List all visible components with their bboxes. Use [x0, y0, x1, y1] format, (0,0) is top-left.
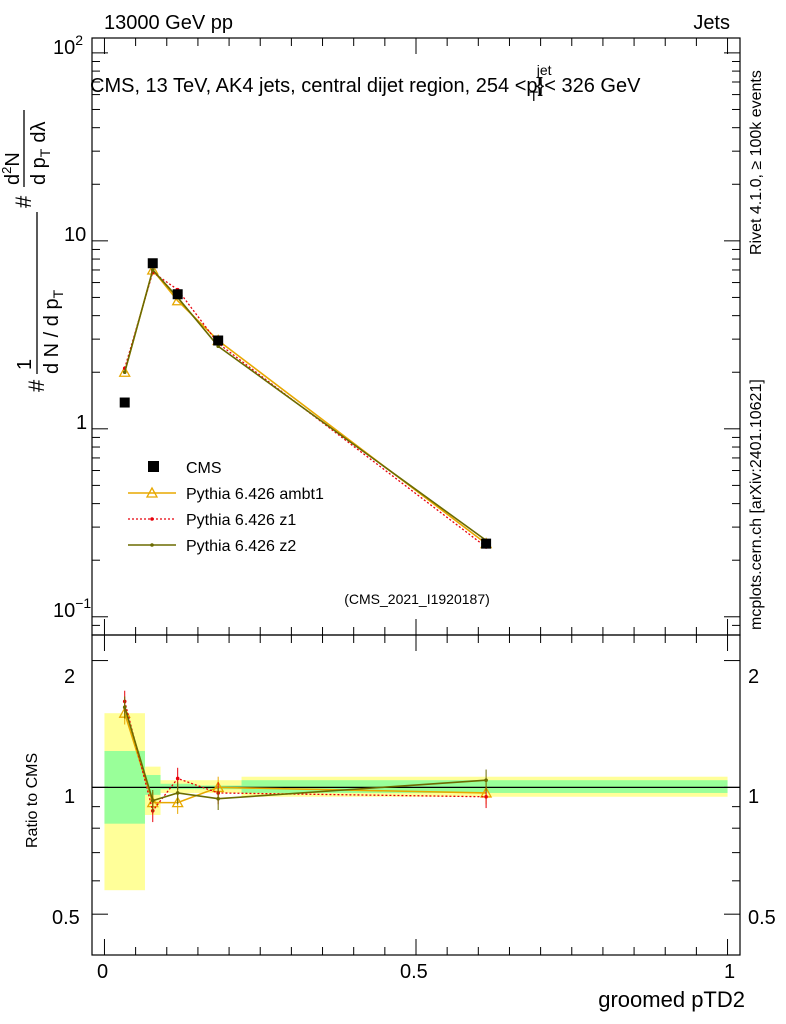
ratio-y-tick-1: 1	[64, 786, 75, 808]
y-tick-label-3: 102	[53, 32, 83, 59]
x-tick-label-1: 0.5	[400, 961, 428, 983]
ratio-point-1	[484, 794, 488, 799]
legend-label-z2: Pythia 6.426 z2	[186, 538, 296, 555]
svg-text:d pTdλ: d pTdλ	[28, 122, 53, 186]
legend-label-ambt1: Pythia 6.426 ambt1	[186, 486, 324, 503]
ratio-axis-ticks	[92, 635, 740, 955]
main-y-axis-title: # 1 d N / d pT # d2N d pTdλ	[0, 110, 66, 392]
y-tick-label-1: 1	[76, 412, 87, 434]
cms-point	[213, 335, 224, 346]
svg-text:#: #	[11, 195, 36, 208]
svg-text:d N / d pT: d N / d pT	[41, 289, 66, 374]
ratio-bands	[92, 713, 740, 891]
cms-point	[119, 397, 130, 408]
ratio-point-1	[175, 776, 180, 781]
ratio-data	[118, 690, 493, 823]
title-brace: {	[536, 75, 543, 97]
cms-point	[147, 258, 158, 269]
ratio-y-tick-0-right: 0.5	[748, 907, 776, 929]
series-point-1	[118, 365, 131, 377]
main-axis-ticks	[92, 38, 740, 636]
legend: CMS Pythia 6.426 ambt1 Pythia 6.426 z1 P…	[128, 460, 324, 555]
title-sub: T	[530, 88, 539, 104]
ratio-point-2	[150, 798, 155, 803]
legend-marker-ambt1	[145, 486, 159, 498]
series-point-3	[122, 370, 127, 375]
svg-text:#: #	[24, 379, 49, 392]
header-right: Jets	[693, 12, 730, 34]
legend-label-cms: CMS	[186, 460, 222, 477]
ratio-y-tick-1-right: 1	[748, 786, 759, 808]
ratio-point-2	[175, 791, 180, 795]
legend-label-z1: Pythia 6.426 z1	[186, 512, 296, 529]
ratio-point-2	[122, 705, 127, 709]
ratio-point-2	[484, 778, 488, 782]
analysis-tag: (CMS_2021_I1920187)	[344, 591, 490, 607]
y-tick-label-2: 10	[64, 224, 86, 246]
legend-marker-cms	[148, 461, 159, 472]
mcplots-label: mcplots.cern.ch [arXiv:2401.10621]	[748, 379, 765, 630]
x-tick-label-2: 1	[724, 961, 735, 983]
x-axis-title: groomed pTD2	[598, 987, 745, 1012]
ratio-y-tick-2-right: 2	[748, 666, 759, 688]
ratio-y-tick-2: 2	[64, 666, 75, 688]
rivet-label: Rivet 4.1.0, ≥ 100k events	[748, 70, 765, 255]
legend-marker-z2	[150, 543, 154, 547]
x-tick-label-0: 0	[97, 961, 108, 983]
ratio-y-tick-0: 0.5	[52, 907, 80, 929]
chart-title: CMS, 13 TeV, AK4 jets, central dijet reg…	[90, 62, 641, 104]
ratio-point-2	[216, 796, 220, 801]
title-sup: jet	[536, 62, 552, 78]
header-left: 13000 GeV pp	[104, 12, 233, 34]
cms-point	[481, 538, 492, 549]
cms-point	[172, 289, 183, 300]
main-data	[118, 258, 493, 549]
y-tick-label-0: 10−1	[53, 595, 91, 622]
ratio-y-axis-title: Ratio to CMS	[24, 753, 41, 848]
svg-text:1: 1	[14, 359, 36, 370]
title-main: CMS, 13 TeV, AK4 jets, central dijet reg…	[90, 75, 538, 97]
svg-text:d2N: d2N	[0, 152, 24, 185]
legend-marker-z1	[150, 517, 154, 521]
series-point-3	[150, 268, 155, 272]
ratio-point-0	[171, 796, 184, 808]
title-tail: }< 326 GeV	[538, 75, 642, 97]
